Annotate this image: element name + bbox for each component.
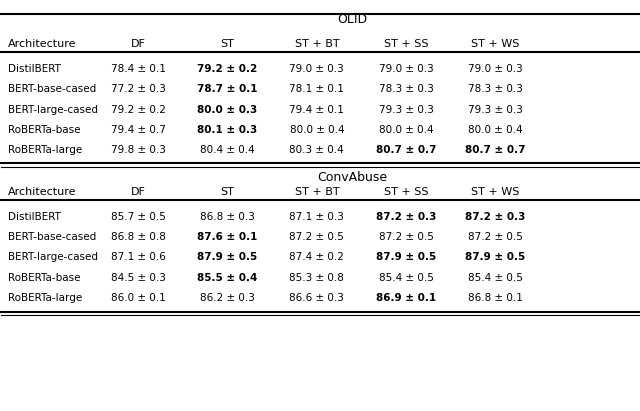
Text: 85.7 ± 0.5: 85.7 ± 0.5 — [111, 212, 166, 222]
Text: ST + WS: ST + WS — [471, 187, 520, 197]
Text: 77.2 ± 0.3: 77.2 ± 0.3 — [111, 84, 166, 94]
Text: 79.0 ± 0.3: 79.0 ± 0.3 — [468, 64, 523, 74]
Text: 86.8 ± 0.1: 86.8 ± 0.1 — [468, 293, 523, 303]
Text: 87.2 ± 0.5: 87.2 ± 0.5 — [379, 232, 433, 242]
Text: BERT-base-cased: BERT-base-cased — [8, 84, 96, 94]
Text: 80.7 ± 0.7: 80.7 ± 0.7 — [376, 145, 436, 155]
Text: 79.4 ± 0.7: 79.4 ± 0.7 — [111, 125, 166, 135]
Text: 84.5 ± 0.3: 84.5 ± 0.3 — [111, 273, 166, 283]
Text: ST + SS: ST + SS — [384, 187, 428, 197]
Text: 80.4 ± 0.4: 80.4 ± 0.4 — [200, 145, 255, 155]
Text: 87.4 ± 0.2: 87.4 ± 0.2 — [289, 252, 344, 262]
Text: Architecture: Architecture — [8, 39, 76, 49]
Text: 87.2 ± 0.5: 87.2 ± 0.5 — [468, 232, 523, 242]
Text: DF: DF — [131, 187, 146, 197]
Text: 87.6 ± 0.1: 87.6 ± 0.1 — [197, 232, 258, 242]
Text: 80.0 ± 0.4: 80.0 ± 0.4 — [289, 125, 344, 135]
Text: 87.2 ± 0.5: 87.2 ± 0.5 — [289, 232, 344, 242]
Text: 86.8 ± 0.3: 86.8 ± 0.3 — [200, 212, 255, 222]
Text: 87.9 ± 0.5: 87.9 ± 0.5 — [376, 252, 436, 262]
Text: ST: ST — [221, 39, 234, 49]
Text: 78.1 ± 0.1: 78.1 ± 0.1 — [289, 84, 344, 94]
Text: 86.0 ± 0.1: 86.0 ± 0.1 — [111, 293, 166, 303]
Text: 78.3 ± 0.3: 78.3 ± 0.3 — [379, 84, 433, 94]
Text: 80.0 ± 0.3: 80.0 ± 0.3 — [198, 104, 258, 115]
Text: 79.3 ± 0.3: 79.3 ± 0.3 — [379, 104, 433, 115]
Text: 87.1 ± 0.3: 87.1 ± 0.3 — [289, 212, 344, 222]
Text: 85.4 ± 0.5: 85.4 ± 0.5 — [468, 273, 523, 283]
Text: ConvAbuse: ConvAbuse — [317, 171, 387, 184]
Text: ST + BT: ST + BT — [294, 187, 339, 197]
Text: 79.2 ± 0.2: 79.2 ± 0.2 — [111, 104, 166, 115]
Text: 78.4 ± 0.1: 78.4 ± 0.1 — [111, 64, 166, 74]
Text: 86.6 ± 0.3: 86.6 ± 0.3 — [289, 293, 344, 303]
Text: Architecture: Architecture — [8, 187, 76, 197]
Text: 87.2 ± 0.3: 87.2 ± 0.3 — [376, 212, 436, 222]
Text: 79.0 ± 0.3: 79.0 ± 0.3 — [379, 64, 433, 74]
Text: 87.9 ± 0.5: 87.9 ± 0.5 — [198, 252, 258, 262]
Text: 78.3 ± 0.3: 78.3 ± 0.3 — [468, 84, 523, 94]
Text: 80.7 ± 0.7: 80.7 ± 0.7 — [465, 145, 525, 155]
Text: ST + BT: ST + BT — [294, 39, 339, 49]
Text: ST: ST — [221, 187, 234, 197]
Text: 87.1 ± 0.6: 87.1 ± 0.6 — [111, 252, 166, 262]
Text: ST + SS: ST + SS — [384, 39, 428, 49]
Text: 86.9 ± 0.1: 86.9 ± 0.1 — [376, 293, 436, 303]
Text: 80.3 ± 0.4: 80.3 ± 0.4 — [289, 145, 344, 155]
Text: OLID: OLID — [337, 13, 367, 26]
Text: RoBERTa-base: RoBERTa-base — [8, 273, 80, 283]
Text: ST + WS: ST + WS — [471, 39, 520, 49]
Text: 78.7 ± 0.1: 78.7 ± 0.1 — [197, 84, 258, 94]
Text: RoBERTa-large: RoBERTa-large — [8, 145, 82, 155]
Text: 79.8 ± 0.3: 79.8 ± 0.3 — [111, 145, 166, 155]
Text: DF: DF — [131, 39, 146, 49]
Text: BERT-large-cased: BERT-large-cased — [8, 104, 98, 115]
Text: 80.0 ± 0.4: 80.0 ± 0.4 — [468, 125, 522, 135]
Text: 87.2 ± 0.3: 87.2 ± 0.3 — [465, 212, 525, 222]
Text: 85.4 ± 0.5: 85.4 ± 0.5 — [379, 273, 433, 283]
Text: 85.5 ± 0.4: 85.5 ± 0.4 — [197, 273, 258, 283]
Text: DistilBERT: DistilBERT — [8, 64, 61, 74]
Text: BERT-base-cased: BERT-base-cased — [8, 232, 96, 242]
Text: RoBERTa-large: RoBERTa-large — [8, 293, 82, 303]
Text: 79.4 ± 0.1: 79.4 ± 0.1 — [289, 104, 344, 115]
Text: 79.0 ± 0.3: 79.0 ± 0.3 — [289, 64, 344, 74]
Text: 87.9 ± 0.5: 87.9 ± 0.5 — [465, 252, 525, 262]
Text: DistilBERT: DistilBERT — [8, 212, 61, 222]
Text: 79.3 ± 0.3: 79.3 ± 0.3 — [468, 104, 523, 115]
Text: RoBERTa-base: RoBERTa-base — [8, 125, 80, 135]
Text: 80.0 ± 0.4: 80.0 ± 0.4 — [379, 125, 433, 135]
Text: 80.1 ± 0.3: 80.1 ± 0.3 — [198, 125, 258, 135]
Text: 85.3 ± 0.8: 85.3 ± 0.8 — [289, 273, 344, 283]
Text: 86.8 ± 0.8: 86.8 ± 0.8 — [111, 232, 166, 242]
Text: BERT-large-cased: BERT-large-cased — [8, 252, 98, 262]
Text: 79.2 ± 0.2: 79.2 ± 0.2 — [198, 64, 258, 74]
Text: 86.2 ± 0.3: 86.2 ± 0.3 — [200, 293, 255, 303]
